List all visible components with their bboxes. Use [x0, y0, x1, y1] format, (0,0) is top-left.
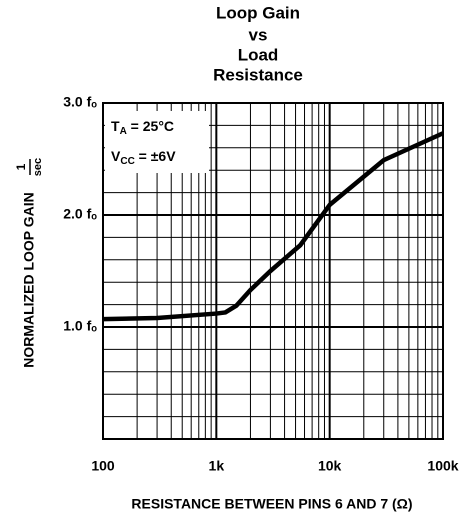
annotation-part: = 25°C	[127, 118, 174, 134]
data-line	[102, 131, 444, 322]
chart-title: Load	[238, 45, 279, 64]
annotation-part: = ±6V	[135, 148, 176, 164]
y-unit-num: 1	[14, 163, 28, 170]
y-unit-den: sec	[32, 158, 44, 176]
annotation-part: V	[111, 148, 121, 164]
y-axis-label-group: NORMALIZED LOOP GAIN 1 sec	[14, 158, 44, 368]
annotation-part: T	[111, 118, 120, 134]
x-tick-label: 100k	[427, 458, 458, 474]
chart-title: Resistance	[213, 65, 303, 84]
y-tick-label: 1.0 fₒ	[63, 318, 97, 334]
annotation: VCC = ±6V	[111, 148, 176, 167]
y-axis-label: NORMALIZED LOOP GAIN	[21, 192, 37, 368]
x-tick-label: 100	[91, 458, 115, 474]
x-tick-label: 10k	[318, 458, 342, 474]
y-tick-label: 3.0 fₒ	[63, 94, 97, 110]
annotation-box	[105, 111, 209, 173]
x-axis-label: RESISTANCE BETWEEN PINS 6 AND 7 (Ω)	[131, 496, 412, 512]
y-tick-label: 2.0 fₒ	[63, 206, 97, 222]
annotation-part: A	[120, 126, 127, 137]
annotation-part: CC	[120, 156, 134, 167]
x-tick-label: 1k	[209, 458, 225, 474]
chart-title: Loop Gain	[216, 3, 300, 22]
annotation: TA = 25°C	[111, 118, 174, 137]
chart-title: vs	[249, 25, 268, 44]
